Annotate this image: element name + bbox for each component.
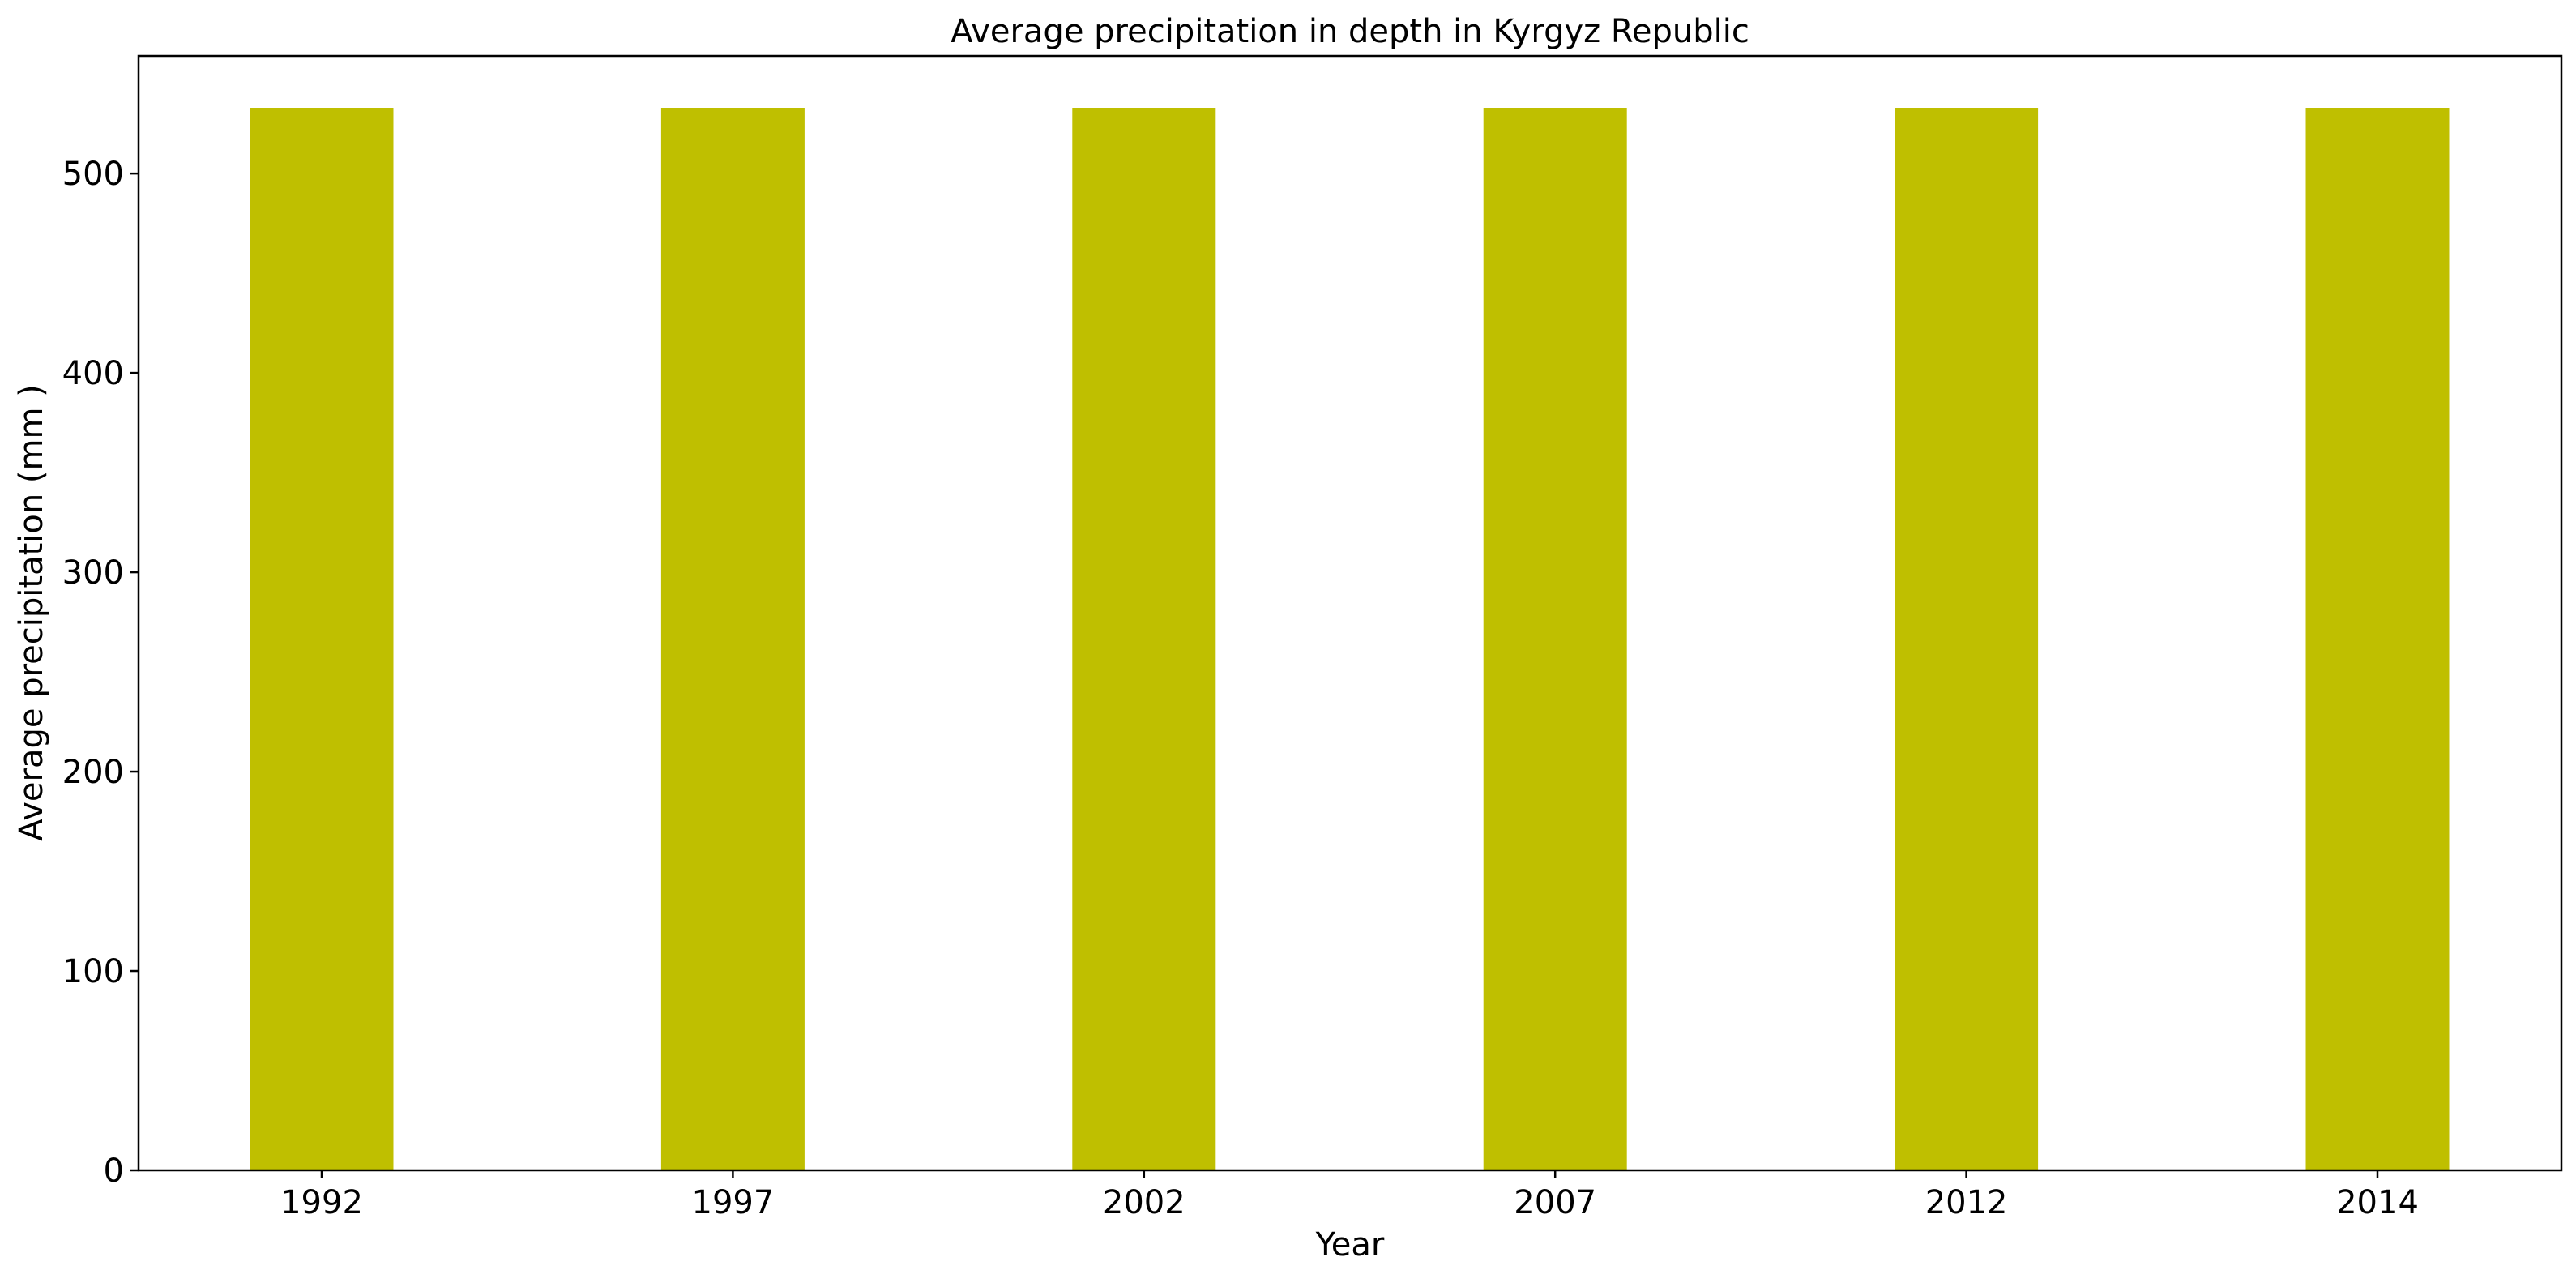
y-tick-label-300: 300	[62, 554, 124, 592]
y-tick-label-100: 100	[62, 953, 124, 990]
bars-layer	[250, 108, 2450, 1170]
y-tick-label-200: 200	[62, 754, 124, 791]
x-tick-label-2007: 2007	[1514, 1184, 1596, 1221]
x-tick-label-1992: 1992	[280, 1184, 363, 1221]
bar-1997	[660, 108, 805, 1170]
y-ticks: 0 100 200 300 400 500	[62, 156, 139, 1190]
y-axis-label: Average precipitation (mm )	[13, 384, 50, 841]
plot-frame	[137, 54, 2563, 1172]
bar-2002	[1072, 108, 1216, 1170]
x-ticks: 1992 1997 2002 2007 2012 2014	[280, 1170, 2419, 1221]
bar-2014	[2305, 108, 2450, 1170]
bar-2007	[1483, 108, 1627, 1170]
y-tick-label-0: 0	[104, 1153, 124, 1190]
y-tick-label-500: 500	[62, 156, 124, 193]
x-tick-label-2014: 2014	[2336, 1184, 2419, 1221]
x-tick-label-1997: 1997	[692, 1184, 775, 1221]
bar-1992	[250, 108, 394, 1170]
chart-title: Average precipitation in depth in Kyrgyz…	[951, 13, 1749, 50]
x-axis-label: Year	[1315, 1226, 1385, 1264]
bar-2012	[1895, 108, 2039, 1170]
y-tick-label-400: 400	[62, 355, 124, 392]
x-tick-label-2002: 2002	[1103, 1184, 1185, 1221]
x-tick-label-2012: 2012	[1925, 1184, 2008, 1221]
